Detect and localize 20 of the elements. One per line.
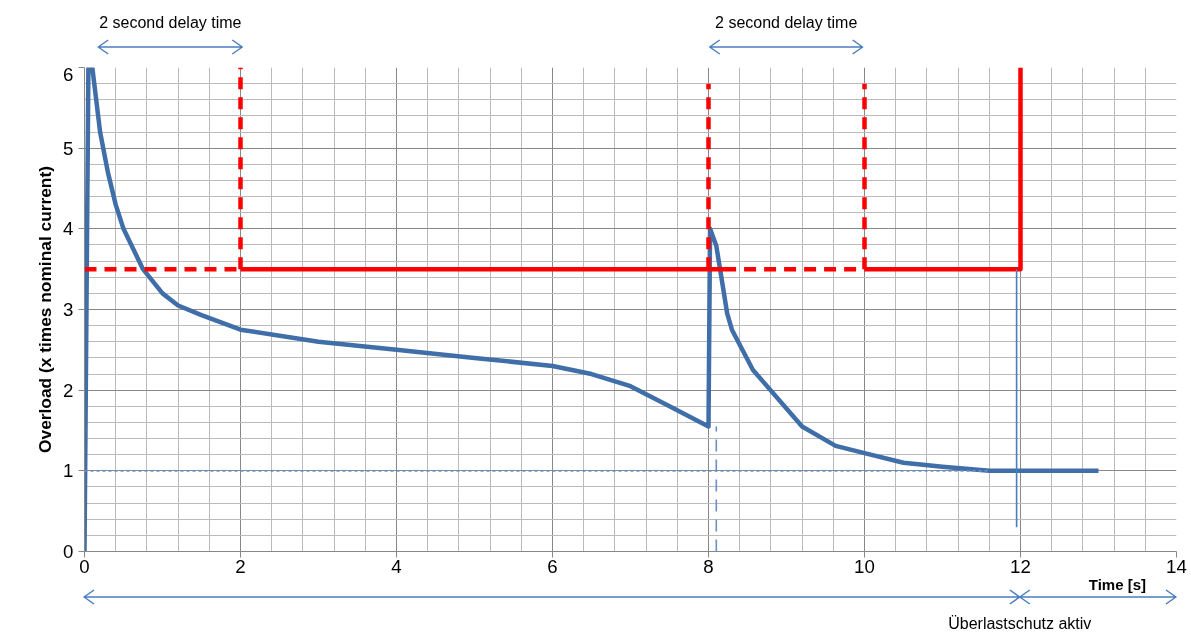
x-tick-label: 12 bbox=[1010, 555, 1031, 577]
y-tick-label: 6 bbox=[63, 63, 74, 85]
text: 2 second delay time bbox=[715, 14, 858, 31]
text: Überlastschutz aktiv bbox=[948, 615, 1092, 632]
x-tick-label: 10 bbox=[854, 555, 875, 577]
y-tick-label: 2 bbox=[63, 379, 74, 401]
x-tick-label: 2 bbox=[235, 555, 246, 577]
x-tick-label: 14 bbox=[1166, 555, 1187, 577]
x-tick-label: 8 bbox=[703, 555, 714, 577]
x-tick-label: 6 bbox=[547, 555, 558, 577]
x-tick-label: 4 bbox=[391, 555, 402, 577]
y-tick-label: 1 bbox=[63, 460, 74, 482]
y-tick-label: 5 bbox=[63, 137, 74, 159]
x-tick-label: 0 bbox=[79, 555, 90, 577]
y-tick-label: 4 bbox=[63, 218, 74, 240]
text: 2 second delay time bbox=[99, 14, 242, 31]
y-tick-label: 0 bbox=[63, 541, 74, 562]
y-tick-label: 3 bbox=[63, 299, 74, 320]
y-axis-title: Overload (x times nominal current) bbox=[35, 166, 56, 453]
x-axis-title: Time [s] bbox=[1088, 576, 1146, 593]
